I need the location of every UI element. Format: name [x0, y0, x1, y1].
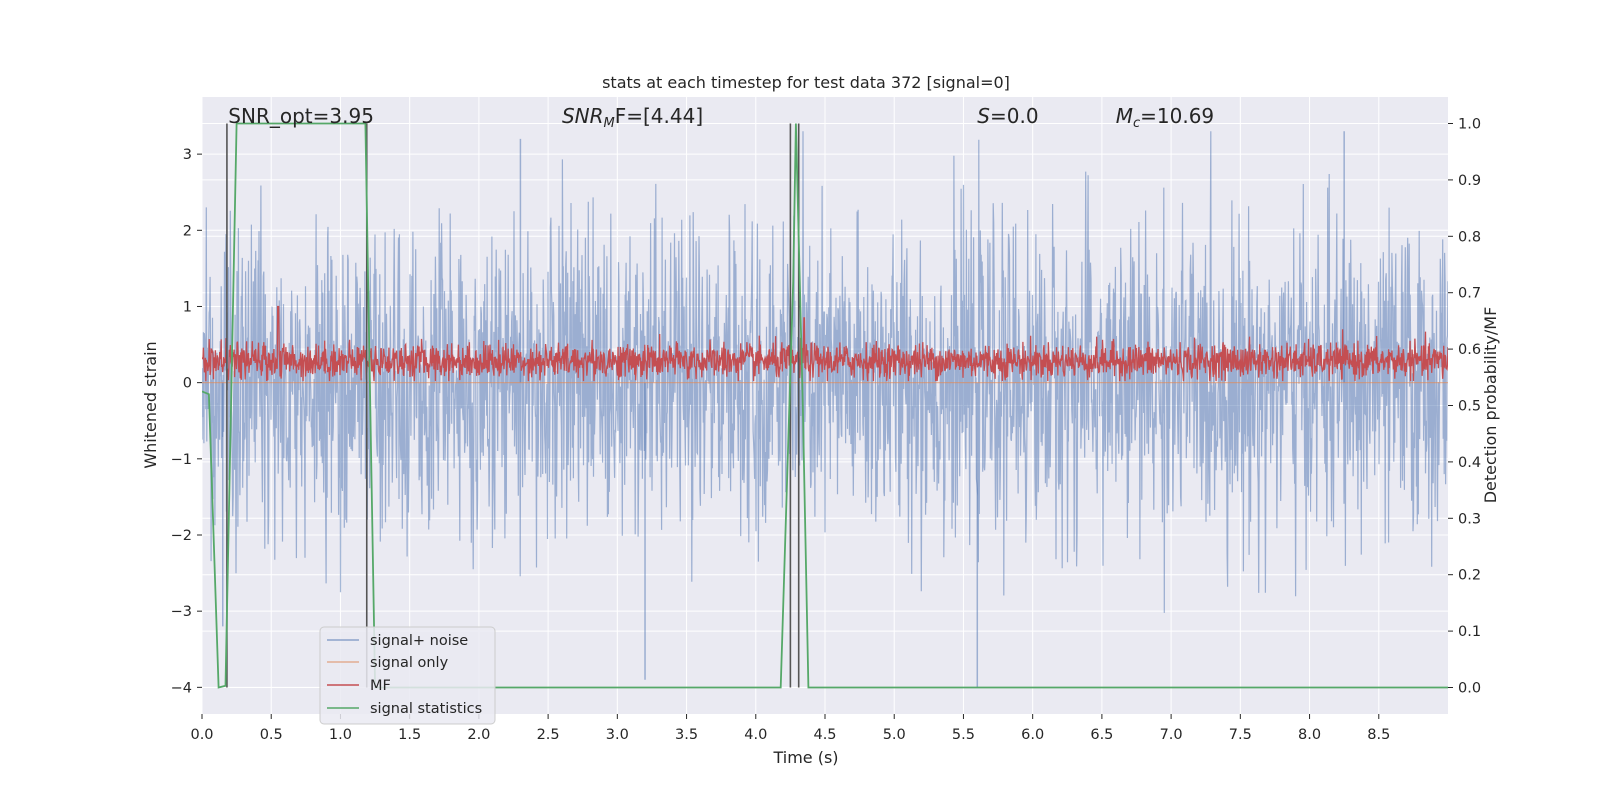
- x-tick-label: 7.0: [1160, 727, 1183, 743]
- x-tick-label: 8.5: [1367, 727, 1390, 743]
- annotation-symbol: S: [977, 104, 990, 128]
- y-tick-label: 1: [183, 299, 192, 315]
- annotations: SNR_opt=3.95 SNRMF=[4.44] S=0.0 Mc=10.69: [228, 104, 1214, 131]
- x-tick-label: 3.5: [675, 727, 698, 743]
- legend-label-mf: MF: [370, 678, 391, 694]
- y-tick-label: 0: [183, 376, 192, 392]
- annotation: Mc=10.69: [1116, 104, 1214, 131]
- y-axis-label: Whitened strain: [141, 341, 160, 468]
- x-tick-label: 4.5: [813, 727, 836, 743]
- x-tick-label: 7.5: [1229, 727, 1252, 743]
- x-tick-label: 6.5: [1090, 727, 1113, 743]
- right-y-axis-label: Detection probability/MF: [1481, 307, 1500, 504]
- right-y-tick-label: 0.3: [1458, 511, 1481, 527]
- right-y-tick-label: 0.5: [1458, 399, 1481, 415]
- x-tick-label: 3.0: [606, 727, 629, 743]
- annotation-subscript: M: [604, 116, 615, 131]
- right-y-tick-label: 0.6: [1458, 342, 1481, 358]
- y-tick-label: 3: [183, 147, 192, 163]
- right-y-tick-label: 1.0: [1458, 117, 1481, 133]
- y-tick-label: 2: [183, 223, 192, 239]
- x-tick-label: 6.0: [1021, 727, 1044, 743]
- x-tick-label: 0.0: [190, 727, 213, 743]
- annotation-value: =10.69: [1140, 104, 1214, 128]
- x-tick-label: 8.0: [1298, 727, 1321, 743]
- right-y-tick-label: 0.0: [1458, 680, 1481, 696]
- legend-label-signal-only: signal only: [370, 655, 449, 671]
- x-tick-label: 4.0: [744, 727, 767, 743]
- y-tick-label: −3: [171, 604, 192, 620]
- right-y-tick-label: 0.9: [1458, 173, 1481, 189]
- legend-label-signal-statistics: signal statistics: [370, 701, 482, 717]
- legend-label-signal-noise: signal+ noise: [370, 633, 468, 649]
- annotation: SNR_opt=3.95: [228, 104, 374, 128]
- annotation: SNRMF=[4.44]: [562, 104, 703, 131]
- right-y-tick-label: 0.2: [1458, 568, 1481, 584]
- x-tick-label: 2.5: [537, 727, 560, 743]
- annotation-symbol: M: [1116, 104, 1133, 128]
- y-tick-label: −1: [171, 452, 192, 468]
- legend-box: [319, 626, 496, 725]
- right-y-axis-ticks: 1.0 0.9 0.8 0.7 0.6 0.5 0.4 0.3 0.2 0.1 0.0: [1448, 117, 1481, 696]
- series-signal-noise: [202, 131, 1448, 613]
- chart-title: stats at each timestep for test data 372…: [602, 73, 1010, 92]
- annotation: S=0.0: [977, 104, 1038, 128]
- right-y-tick-label: 0.8: [1458, 229, 1481, 245]
- series-layer: [202, 131, 1448, 688]
- annotation-value: =0.0: [990, 104, 1039, 128]
- series-mf: [202, 305, 1448, 382]
- x-tick-label: 5.0: [883, 727, 906, 743]
- x-tick-label: 5.5: [952, 727, 975, 743]
- right-y-tick-label: 0.7: [1458, 286, 1481, 302]
- x-axis-label: Time (s): [772, 748, 838, 767]
- x-tick-label: 2.0: [467, 727, 490, 743]
- legend: signal+ noise signal only MF signal stat…: [319, 626, 496, 725]
- y-tick-label: −4: [171, 680, 192, 696]
- annotation-symbol: SNR: [562, 104, 604, 128]
- y-tick-label: −2: [171, 528, 192, 544]
- annotation-subscript: c: [1133, 116, 1140, 131]
- x-tick-label: 1.5: [398, 727, 421, 743]
- annotation-value: F=[4.44]: [615, 104, 703, 128]
- right-y-tick-label: 0.4: [1458, 455, 1481, 471]
- x-tick-label: 1.0: [329, 727, 352, 743]
- x-axis-ticks: 0.0 0.5 1.0 1.5 2.0 2.5 3.0 3.5 4.0 4.5 5.0 5.5 6.0 6…: [190, 714, 1390, 743]
- x-tick-label: 0.5: [260, 727, 283, 743]
- right-y-tick-label: 0.1: [1458, 624, 1481, 640]
- y-axis-ticks: 3 2 1 0 −1 −2 −3 −4: [171, 147, 202, 696]
